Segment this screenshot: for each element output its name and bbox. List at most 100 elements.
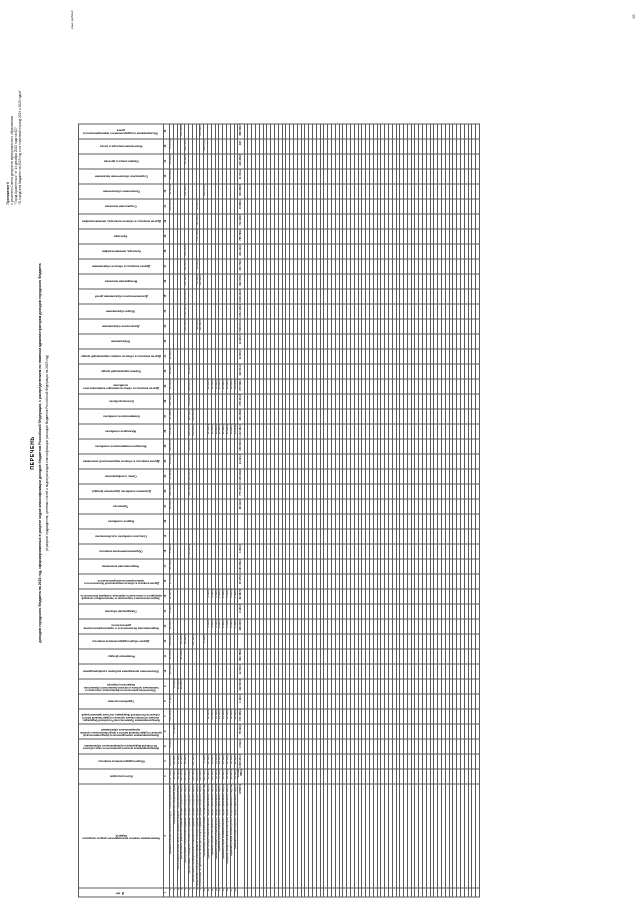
col-header-label: Общегосударственные вопросы [97, 759, 145, 764]
table-cell-empty [475, 393, 480, 409]
col-header-label: Резервные фонды [107, 654, 135, 659]
table-cell-empty [475, 723, 480, 739]
col-header-c24: Жилищное хозяйство [78, 423, 164, 439]
table-cell-empty [475, 543, 480, 559]
table-cell-empty [475, 708, 480, 724]
table-cell-empty [475, 528, 480, 544]
col-header-c17: Сельское хозяйство и рыболовство [78, 528, 164, 544]
col-header-label: Национальная экономика [102, 564, 140, 569]
table-cell-empty [475, 558, 480, 574]
col-header-label: Социальная политика [105, 204, 137, 209]
col-header-label: Дошкольное образование [102, 324, 140, 329]
col-header-c19: Транспорт [78, 498, 164, 514]
table-cell-empty [475, 498, 480, 514]
col-header-c39: Социальная политика [78, 198, 164, 214]
row-label: Департамент городского хозяйства Админис… [188, 783, 193, 888]
table-cell-empty [475, 183, 480, 199]
col-header-label: Связь и информатика [105, 474, 137, 479]
col-header-label: Физическая культура и спорт [99, 144, 143, 149]
col-header-c34: Молодежная политика [78, 273, 164, 289]
table-cell-empty [475, 438, 480, 454]
table-cell-empty [475, 303, 480, 319]
col-header-c14: Другие вопросы в области национальной бе… [78, 573, 164, 589]
page-title: ПЕРЕЧЕНЬ [30, 435, 36, 470]
table-cell-empty [475, 468, 480, 484]
header-labels-row: № п/п Наименование главного распорядителя… [78, 123, 164, 897]
table-cell-empty [475, 648, 480, 664]
col-header-c11: Национальная безопасность и правоохранит… [78, 618, 164, 634]
col-header-label: Наименование главного распорядителя сред… [82, 833, 160, 840]
document-title-block: ПЕРЕЧЕНЬ доходов городского бюджета на 2… [30, 0, 49, 905]
col-header-label: Судебная система [107, 699, 135, 704]
table-cell-empty [475, 678, 480, 694]
table-cell-empty [475, 348, 480, 364]
col-header-label: Коммунальное хозяйство [102, 414, 140, 419]
col-header-label: Общее образование [106, 309, 136, 314]
col-header-c30: Образование [78, 333, 164, 349]
col-header-label: Транспорт [113, 504, 129, 509]
col-header-label: Гражданская оборона [105, 609, 137, 614]
table-cell-empty [475, 887, 480, 897]
table-cell-empty [475, 513, 480, 529]
table-cell-empty [475, 123, 480, 139]
col-header-c3: Функционирование высшего должностного ли… [78, 738, 164, 754]
table-cell-empty [475, 153, 480, 169]
col-header-c6: Судебная система [78, 693, 164, 709]
col-header-label: Обслуживание государственного (муниципал… [83, 127, 159, 135]
col-header-c29: Другие вопросы в области охраны окружающ… [78, 348, 164, 364]
col-header-c32: Общее образование [78, 303, 164, 319]
col-header-label: Культура [114, 234, 128, 239]
col-header-c10: Другие общегосударственные вопросы [78, 633, 164, 649]
col-header-c16: Общеэкономические вопросы [78, 543, 164, 559]
col-header-label: № п/п [116, 890, 126, 895]
col-header-label: Функционирование высшего должностного ли… [83, 743, 159, 750]
col-header-c26: Благоустройство [78, 393, 164, 409]
table-cell-empty [475, 573, 480, 589]
table-cell-empty [475, 228, 480, 244]
col-header-c41: Социальное обеспечение населения [78, 168, 164, 184]
col-header-label: Функционирование Правительства Российско… [81, 712, 161, 721]
col-header-label: Пенсионное обеспечение [102, 189, 140, 194]
col-header-c5: Функционирование Правительства Российско… [78, 708, 164, 724]
table-cell-empty [475, 288, 480, 304]
row-label: Департамент муниципального имущества Адм… [192, 783, 197, 888]
col-header-c23: Жилищно-коммунальное хозяйство [78, 438, 164, 454]
table-cell-empty [475, 243, 480, 259]
col-header-label: Другие вопросы в области культуры, кинем… [81, 219, 161, 224]
page-subtitle: доходов городского бюджета на 2023 год, … [38, 262, 42, 643]
col-header-label: Функционирование законодательных (предст… [80, 727, 162, 736]
table-cell-empty [475, 138, 480, 154]
col-header-label: Охрана семьи и детства [103, 159, 139, 164]
col-header-c22: Другие вопросы в области национальной эк… [78, 453, 164, 469]
col-header-label: Культура, кинематография [101, 249, 141, 254]
col-header-label: Жилищное хозяйство [105, 429, 137, 434]
col-header-label: Национальная безопасность и правоохранит… [83, 622, 159, 630]
col-header-c38: Другие вопросы в области культуры, кинем… [78, 213, 164, 229]
table-cell-empty [475, 483, 480, 499]
col-header-label: Дополнительное образование детей [94, 294, 148, 299]
col-header-label: Жилищно-коммунальное хозяйство [95, 444, 147, 449]
table-cell-empty [475, 318, 480, 334]
col-header-name: Наименование главного распорядителя сред… [78, 783, 164, 888]
units-note: тыс. рублей [70, 10, 74, 29]
table-cell-empty [475, 633, 480, 649]
col-header-c44: Обслуживание государственного (муниципал… [78, 123, 164, 139]
col-header-label: Другие вопросы в области образования [91, 264, 151, 269]
table-cell-empty [475, 198, 480, 214]
table-cell-empty [475, 408, 480, 424]
table-cell-empty [475, 258, 480, 274]
col-header-c9: Резервные фонды [78, 648, 164, 664]
col-header-label: Охрана окружающей среды [100, 369, 142, 374]
table-cell-empty [475, 453, 480, 469]
col-header-label: Всего расходов [109, 774, 133, 779]
col-header-label: Другие вопросы в области охраны окружающ… [81, 354, 161, 359]
col-header-no: № п/п [78, 887, 164, 897]
col-header-label: Обеспечение проведения выборов и референ… [83, 669, 159, 674]
col-header-c4: Функционирование законодательных (предст… [78, 723, 164, 739]
table-cell-empty [475, 588, 480, 604]
col-header-c42: Охрана семьи и детства [78, 153, 164, 169]
